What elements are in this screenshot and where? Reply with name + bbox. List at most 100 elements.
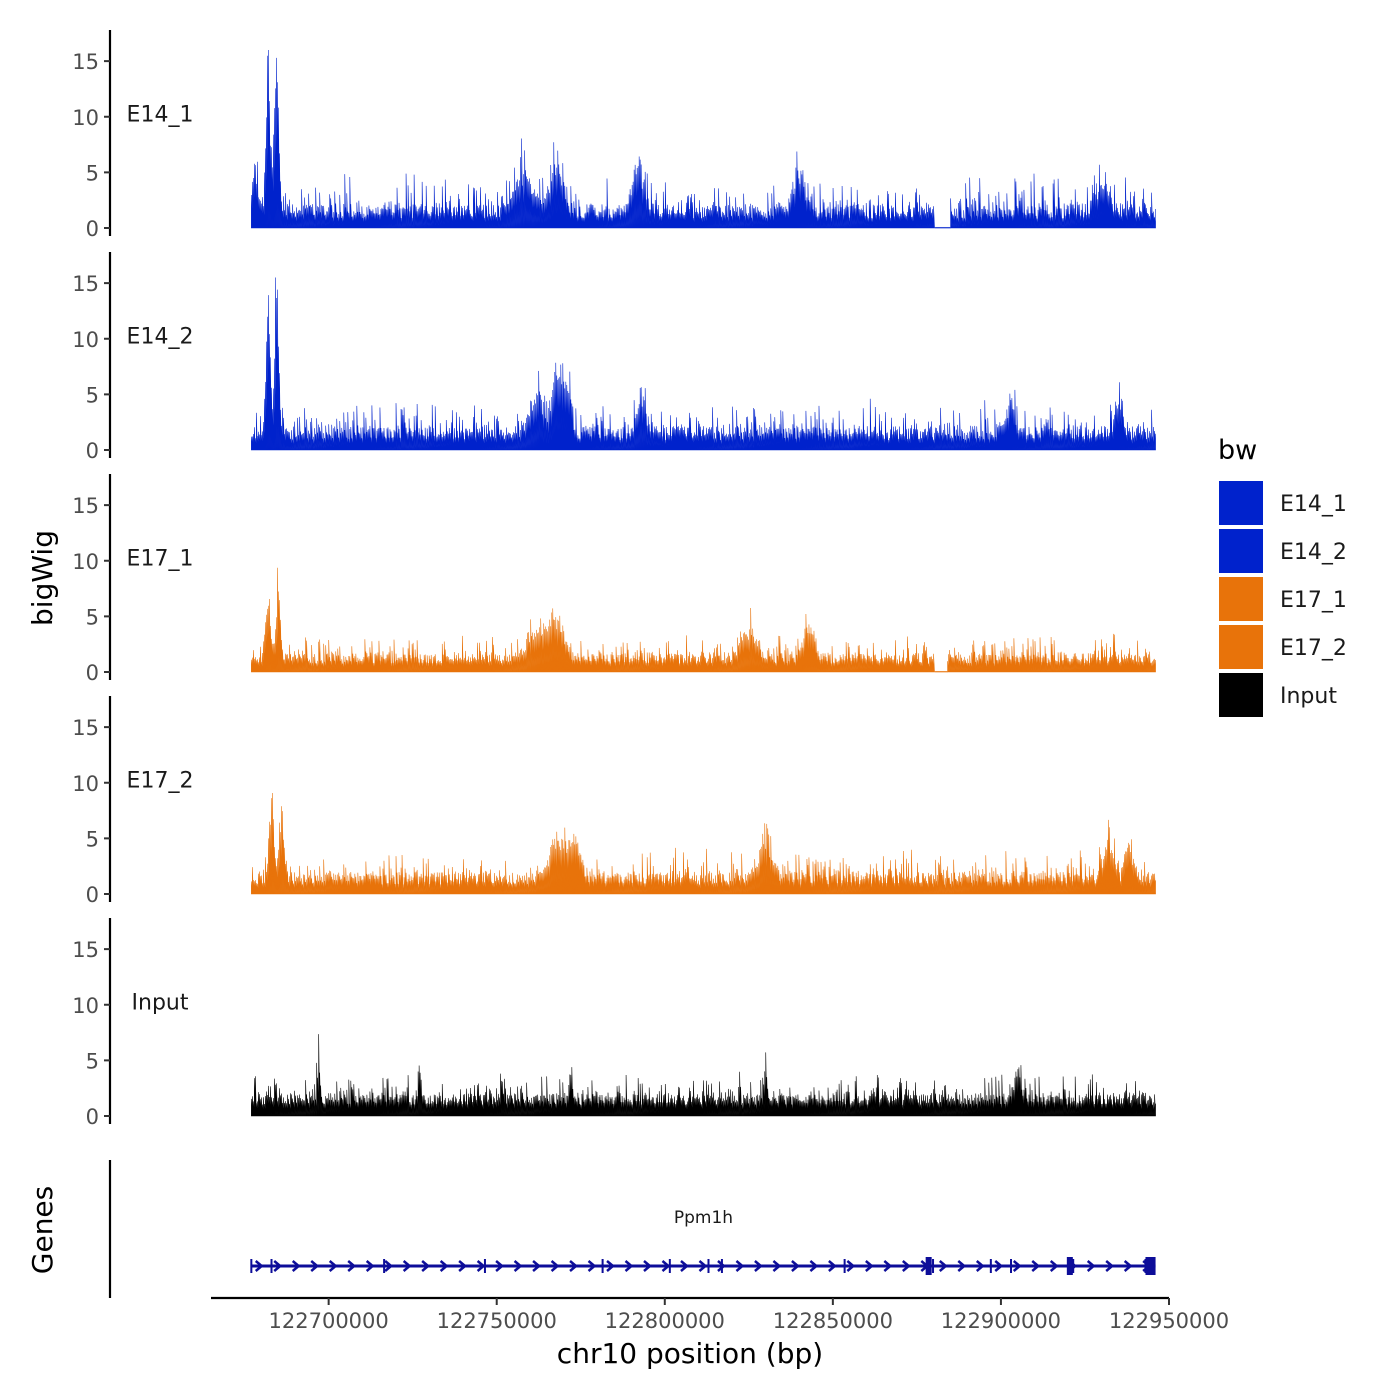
y-tick-label: 0 bbox=[86, 1105, 99, 1129]
strand-arrow bbox=[273, 1260, 283, 1272]
legend-swatch bbox=[1217, 575, 1265, 623]
exon bbox=[270, 1259, 273, 1273]
strand-arrow bbox=[402, 1260, 412, 1272]
x-axis: 122700000 122750000 122800000 122850000 1229… bbox=[211, 1296, 1229, 1333]
exon bbox=[989, 1259, 992, 1273]
exon bbox=[250, 1259, 253, 1273]
strand-arrow bbox=[532, 1260, 542, 1272]
strand-arrow bbox=[365, 1260, 375, 1272]
strand-arrow bbox=[791, 1260, 800, 1272]
exon bbox=[720, 1259, 723, 1273]
exon bbox=[668, 1259, 671, 1273]
x-tick-label: 122800000 bbox=[605, 1309, 725, 1333]
y-tick-label: 5 bbox=[86, 605, 99, 629]
legend-label: E14_2 bbox=[1280, 540, 1347, 565]
strand-arrow bbox=[328, 1260, 338, 1272]
y-tick-label: 10 bbox=[72, 994, 99, 1018]
y-tick-label: 0 bbox=[86, 883, 99, 907]
y-tick-label: 10 bbox=[72, 550, 99, 574]
legend-swatch bbox=[1217, 479, 1265, 527]
y-tick-label: 15 bbox=[72, 938, 99, 962]
legend-swatch bbox=[1217, 623, 1265, 671]
signal-area bbox=[251, 792, 1156, 895]
strand-arrow bbox=[384, 1260, 394, 1272]
strand-arrow bbox=[606, 1260, 615, 1272]
legend-title: bw bbox=[1218, 435, 1257, 466]
track-label: E17_1 bbox=[127, 547, 194, 572]
track-label: E14_1 bbox=[127, 103, 194, 128]
exon bbox=[925, 1257, 932, 1275]
strand-arrow bbox=[902, 1260, 911, 1272]
legend: bw E14_1 E14_2 E17_1 E17_2 Input bbox=[1217, 435, 1347, 719]
legend-swatch bbox=[1217, 671, 1265, 719]
strand-arrow bbox=[254, 1260, 264, 1272]
strand-arrow bbox=[1012, 1260, 1022, 1272]
legend-items: E14_1 E14_2 E17_1 E17_2 Input bbox=[1217, 479, 1347, 719]
y-tick-label: 15 bbox=[72, 50, 99, 74]
y-tick-label: 15 bbox=[72, 494, 99, 518]
track-label: E14_2 bbox=[127, 325, 194, 350]
exon-utr bbox=[1145, 1257, 1156, 1275]
legend-label: Input bbox=[1280, 684, 1337, 709]
strand-arrow bbox=[717, 1260, 726, 1272]
signal-area bbox=[251, 49, 1156, 229]
gene-panel: Ppm1h bbox=[108, 1160, 1156, 1298]
track-label: Input bbox=[132, 991, 189, 1016]
strand-arrow bbox=[938, 1260, 948, 1272]
signal-area bbox=[251, 567, 1156, 673]
strand-arrow bbox=[513, 1260, 523, 1272]
strand-arrow bbox=[994, 1260, 1004, 1272]
strand-arrow bbox=[661, 1260, 671, 1272]
y-tick-label: 10 bbox=[72, 106, 99, 130]
exon bbox=[601, 1259, 604, 1273]
y-tick-label: 5 bbox=[86, 161, 99, 185]
legend-swatch bbox=[1217, 527, 1265, 575]
track-panels: 0 5 10 15 E14_1 0 5 10 15 E14_2 0 5 10 15 E17_1 0 5 10 15 E… bbox=[72, 30, 1156, 1129]
strand-arrow bbox=[865, 1260, 874, 1272]
track-input: 0 5 10 15 Input bbox=[72, 918, 1156, 1129]
strand-arrow bbox=[291, 1260, 301, 1272]
strand-arrow bbox=[1049, 1260, 1059, 1272]
strand-arrow bbox=[772, 1260, 782, 1272]
exon bbox=[383, 1259, 386, 1273]
y-tick-label: 5 bbox=[86, 1049, 99, 1073]
strand-arrow bbox=[975, 1260, 985, 1272]
strand-arrow bbox=[809, 1260, 819, 1272]
track-e14-1: 0 5 10 15 E14_1 bbox=[72, 30, 1156, 241]
track-label: E17_2 bbox=[127, 769, 194, 794]
strand-arrow bbox=[957, 1260, 967, 1272]
y-tick-label: 0 bbox=[86, 217, 99, 241]
x-tick-label: 122750000 bbox=[437, 1309, 557, 1333]
strand-arrow bbox=[439, 1260, 449, 1272]
x-tick-label: 122950000 bbox=[1109, 1309, 1229, 1333]
track-e14-2: 0 5 10 15 E14_2 bbox=[72, 252, 1156, 463]
y-tick-label: 10 bbox=[72, 772, 99, 796]
strand-arrow bbox=[643, 1260, 652, 1272]
exon bbox=[932, 1259, 935, 1273]
y-tick-label: 5 bbox=[86, 383, 99, 407]
strand-arrow bbox=[310, 1260, 320, 1272]
exon bbox=[843, 1259, 846, 1273]
x-tick-label: 122850000 bbox=[773, 1309, 893, 1333]
strand-arrow bbox=[495, 1260, 505, 1272]
strand-arrow bbox=[421, 1260, 431, 1272]
track-e17-2: 0 5 10 15 E17_2 bbox=[72, 696, 1156, 907]
y-tick-label: 5 bbox=[86, 827, 99, 851]
strand-arrow bbox=[587, 1260, 597, 1272]
legend-label: E17_1 bbox=[1280, 588, 1347, 613]
y-tick-label: 10 bbox=[72, 328, 99, 352]
x-tick-label: 122900000 bbox=[941, 1309, 1061, 1333]
strand-arrow bbox=[1123, 1260, 1133, 1272]
strand-arrow bbox=[569, 1260, 578, 1272]
strand-arrow bbox=[754, 1260, 763, 1272]
strand-arrow bbox=[846, 1260, 856, 1272]
legend-label: E17_2 bbox=[1280, 636, 1347, 661]
strand-arrow bbox=[347, 1260, 357, 1272]
y-tick-label: 0 bbox=[86, 439, 99, 463]
genes-axis-title: Genes bbox=[26, 1186, 59, 1274]
y-axis-title: bigWig bbox=[26, 530, 59, 626]
strand-arrow bbox=[1031, 1260, 1041, 1272]
exon bbox=[1072, 1259, 1075, 1273]
legend-label: E14_1 bbox=[1280, 492, 1347, 517]
